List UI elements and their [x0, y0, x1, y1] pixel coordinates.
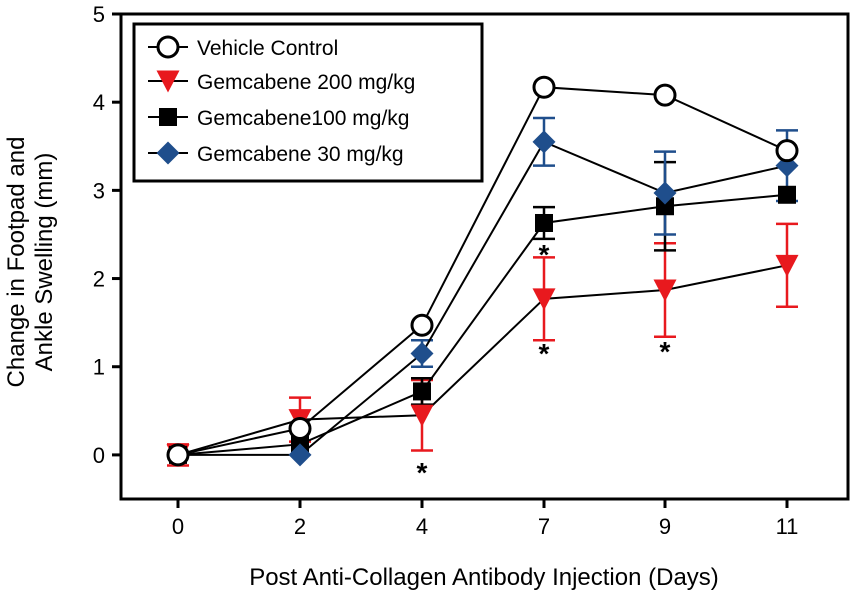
series-3-point [288, 443, 312, 467]
series-3-line [178, 140, 788, 456]
legend: Vehicle Control Gemcabene 200 mg/kg Gemcab… [132, 22, 484, 183]
legend-label-1: Gemcabene 200 mg/kg [197, 71, 415, 94]
significance-asterisk: * [539, 239, 550, 270]
series-1-point [410, 404, 434, 427]
x-axis-title: Post Anti-Collagen Antibody Injection (D… [249, 564, 719, 591]
legend-marker-0 [156, 35, 180, 59]
y-tick-label: 0 [93, 443, 105, 468]
series-0-point [653, 83, 677, 107]
significance-asterisk: * [417, 457, 428, 488]
series-2-line [177, 193, 788, 456]
legend-marker-1 [156, 70, 180, 93]
legend-label-2: Gemcabene100 mg/kg [197, 107, 409, 130]
significance-asterisk: * [660, 336, 671, 367]
series-0-point [166, 443, 190, 467]
series-2-point [413, 382, 431, 401]
series-2-point [778, 185, 796, 204]
series-1-point [532, 288, 556, 311]
legend-box [132, 22, 484, 183]
series-0-point [288, 416, 312, 440]
y-tick-label: 5 [93, 2, 105, 27]
series-1-line [177, 264, 788, 456]
series-2-point [656, 197, 674, 216]
legend-marker-3 [156, 141, 180, 165]
x-tick-label: 2 [294, 514, 306, 539]
x-tick-label: 0 [172, 514, 184, 539]
x-tick-label: 9 [659, 514, 671, 539]
series-0-line [177, 86, 788, 456]
series-0-point [410, 313, 434, 337]
series-0-point [532, 75, 556, 99]
legend-marker-2 [159, 108, 177, 126]
x-tick-label: 11 [776, 514, 799, 539]
series-3-point [410, 342, 434, 365]
series-3-point [532, 130, 556, 154]
series-2-point [535, 213, 553, 232]
series-3-point [653, 181, 677, 205]
series-1-point [775, 254, 799, 277]
x-tick-label: 4 [416, 514, 428, 539]
x-tick-label: 7 [538, 514, 550, 539]
y-tick-label: 2 [93, 267, 105, 292]
series-1-point [653, 279, 677, 302]
significance-asterisk: * [539, 338, 550, 369]
y-tick-label: 3 [93, 178, 105, 203]
series-0-point [775, 139, 799, 163]
y-axis-title-line-2: Ankle Swelling (mm) [31, 153, 58, 372]
y-tick-label: 1 [93, 355, 105, 380]
y-tick-label: 4 [93, 90, 105, 115]
legend-label-3: Gemcabene 30 mg/kg [197, 143, 404, 166]
plot-frame [119, 12, 850, 501]
legend-label-0: Vehicle Control [197, 37, 338, 60]
y-axis-title-line-1: Change in Footpad and [3, 137, 30, 388]
